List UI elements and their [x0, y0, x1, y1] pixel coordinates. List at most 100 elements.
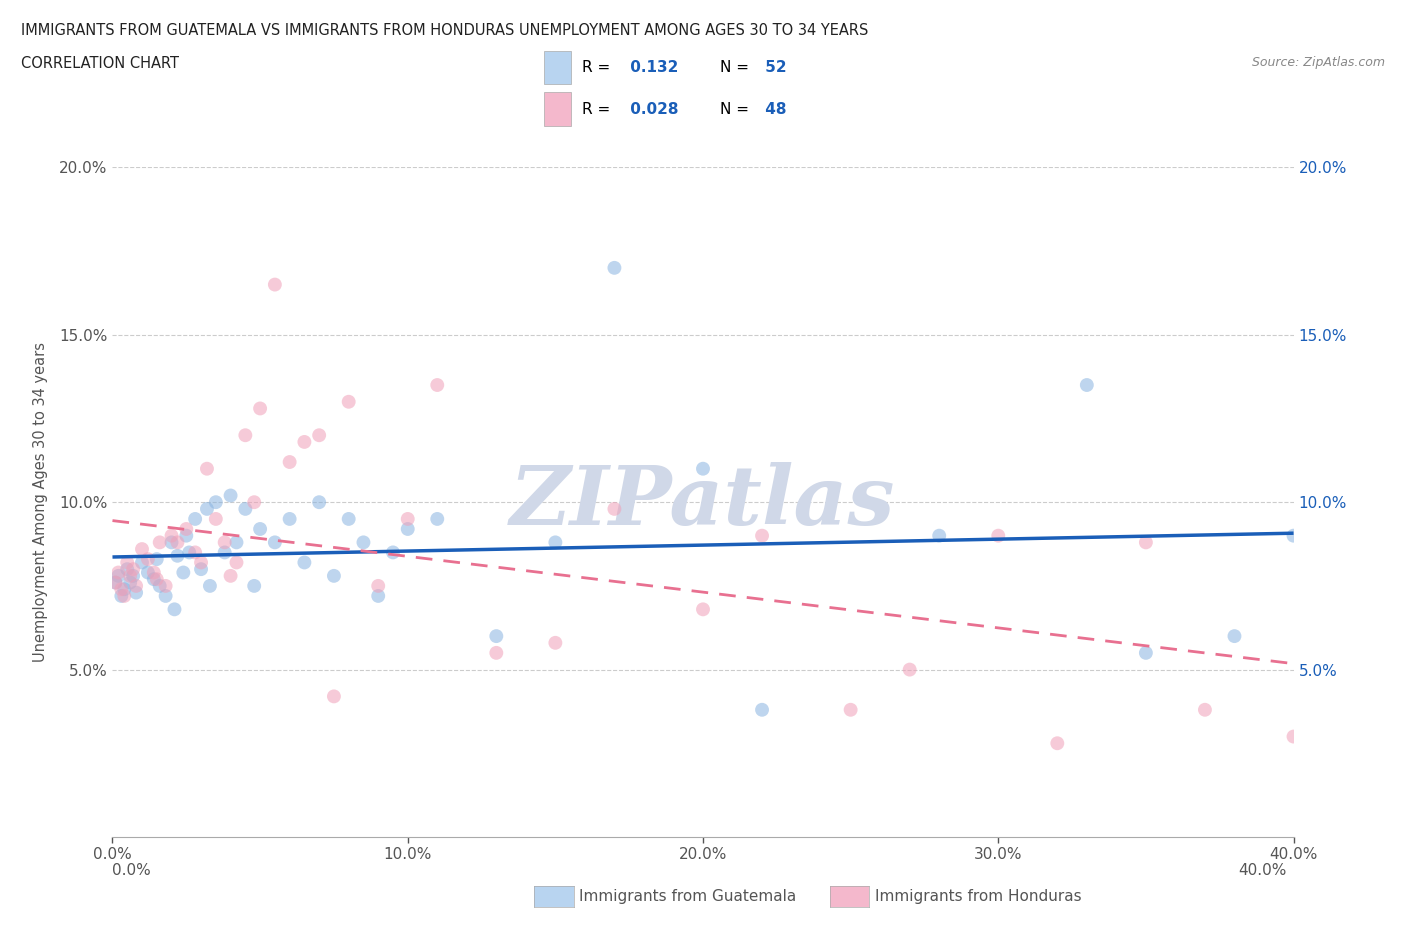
Point	[174, 528, 197, 543]
Point	[987, 528, 1010, 543]
FancyBboxPatch shape	[544, 51, 571, 85]
Point	[426, 512, 449, 526]
Point	[136, 565, 159, 580]
Point	[367, 589, 389, 604]
Point	[219, 568, 242, 583]
Text: 40.0%: 40.0%	[1239, 863, 1286, 878]
Point	[243, 495, 266, 510]
Point	[179, 545, 201, 560]
Point	[155, 578, 177, 593]
Text: Immigrants from Honduras: Immigrants from Honduras	[875, 889, 1081, 904]
Text: R =: R =	[582, 101, 610, 117]
Point	[125, 585, 148, 600]
Point	[166, 535, 188, 550]
Point	[249, 401, 271, 416]
Point	[195, 501, 218, 516]
Point	[264, 535, 287, 550]
Text: 48: 48	[761, 101, 787, 117]
Point	[1135, 535, 1157, 550]
Point	[149, 535, 172, 550]
Point	[146, 551, 169, 566]
Point	[195, 461, 218, 476]
Point	[117, 555, 138, 570]
Point	[149, 578, 172, 593]
Point	[544, 535, 567, 550]
Point	[352, 535, 374, 550]
Point	[751, 702, 773, 717]
Point	[155, 589, 177, 604]
Point	[160, 535, 183, 550]
Point	[136, 551, 159, 566]
Point	[928, 528, 950, 543]
Point	[337, 512, 360, 526]
Point	[184, 512, 207, 526]
Point	[243, 578, 266, 593]
Text: 0.0%: 0.0%	[112, 863, 152, 878]
Point	[190, 555, 212, 570]
Text: Immigrants from Guatemala: Immigrants from Guatemala	[579, 889, 797, 904]
Point	[382, 545, 405, 560]
Point	[104, 575, 127, 590]
Point	[198, 578, 221, 593]
Point	[692, 602, 714, 617]
Point	[112, 589, 135, 604]
Point	[219, 488, 242, 503]
Point	[308, 495, 330, 510]
Point	[163, 602, 186, 617]
Text: R =: R =	[582, 60, 610, 75]
Point	[292, 434, 315, 449]
Point	[131, 555, 153, 570]
Text: CORRELATION CHART: CORRELATION CHART	[21, 56, 179, 71]
Point	[107, 565, 129, 580]
Point	[120, 575, 142, 590]
Point	[214, 545, 236, 560]
Point	[751, 528, 773, 543]
Text: 0.132: 0.132	[626, 60, 679, 75]
Point	[225, 535, 247, 550]
FancyBboxPatch shape	[544, 92, 571, 126]
Point	[142, 572, 165, 587]
Point	[160, 528, 183, 543]
Point	[603, 501, 626, 516]
Point	[174, 522, 197, 537]
Point	[485, 645, 508, 660]
Point	[337, 394, 360, 409]
Y-axis label: Unemployment Among Ages 30 to 34 years: Unemployment Among Ages 30 to 34 years	[34, 342, 48, 662]
Point	[184, 545, 207, 560]
Point	[110, 589, 132, 604]
Point	[205, 512, 228, 526]
Point	[104, 575, 127, 590]
Point	[544, 635, 567, 650]
Point	[225, 555, 247, 570]
Text: N =: N =	[720, 60, 749, 75]
Point	[278, 455, 301, 470]
Point	[122, 562, 145, 577]
Point	[107, 568, 129, 583]
Point	[323, 689, 346, 704]
Point	[205, 495, 228, 510]
Point	[278, 512, 301, 526]
Point	[898, 662, 921, 677]
Point	[233, 428, 256, 443]
Point	[125, 578, 148, 593]
Text: Source: ZipAtlas.com: Source: ZipAtlas.com	[1251, 56, 1385, 69]
Point	[233, 501, 256, 516]
Point	[1046, 736, 1069, 751]
Point	[166, 549, 188, 564]
Point	[1282, 528, 1305, 543]
Point	[264, 277, 287, 292]
Point	[603, 260, 626, 275]
Point	[367, 578, 389, 593]
Point	[146, 572, 169, 587]
Point	[308, 428, 330, 443]
Point	[839, 702, 862, 717]
Point	[249, 522, 271, 537]
Point	[485, 629, 508, 644]
Point	[426, 378, 449, 392]
Point	[1135, 645, 1157, 660]
Point	[122, 568, 145, 583]
Point	[110, 582, 132, 597]
Point	[172, 565, 194, 580]
Point	[190, 562, 212, 577]
Point	[692, 461, 714, 476]
